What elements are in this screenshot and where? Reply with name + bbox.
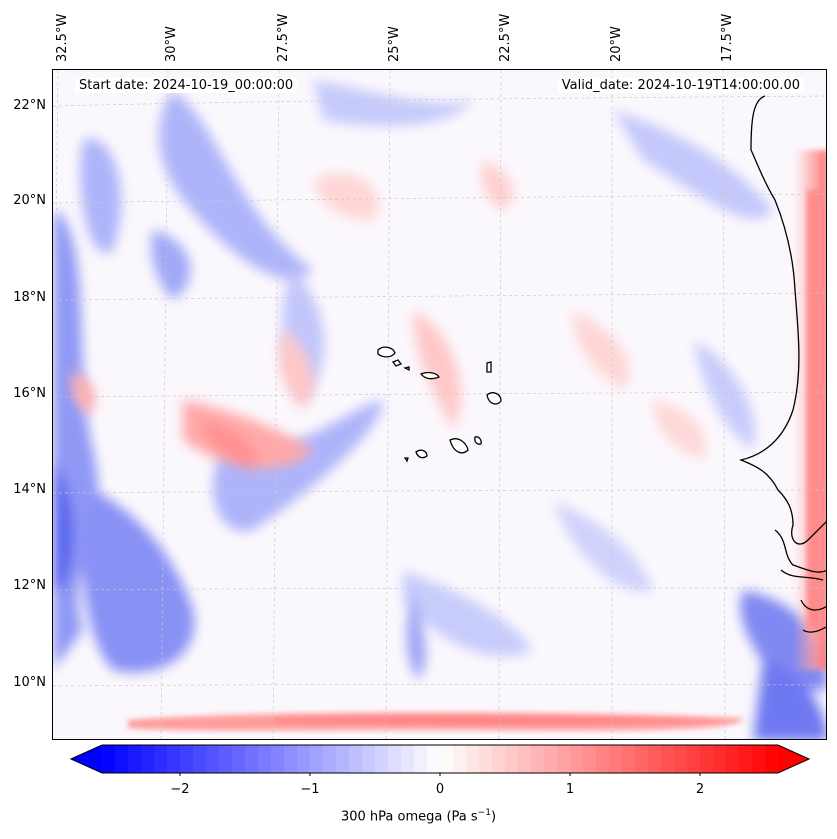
colorbar-label: 300 hPa omega (Pa s−1) (340, 808, 497, 825)
lat-label-20n: 20°N (13, 193, 46, 208)
lon-label-17-5w: 17.5°W (720, 13, 735, 62)
lat-label-18n: 18°N (13, 290, 46, 305)
colorbar-cell (219, 745, 233, 773)
colorbar-cell (648, 745, 662, 773)
lon-label-22-5w: 22.5°W (498, 13, 513, 62)
colorbar-cells (70, 744, 810, 774)
colorbar-cell (193, 745, 207, 773)
lat-label-10n: 10°N (13, 675, 46, 690)
colorbar (70, 744, 810, 776)
positive-omega-field (71, 160, 706, 470)
colorbar-cell (531, 745, 545, 773)
colorbar-cell (674, 745, 688, 773)
colorbar-cell (505, 745, 519, 773)
colorbar-cell (414, 745, 428, 773)
colorbar-cell (310, 745, 324, 773)
colorbar-cell (167, 745, 181, 773)
lat-label-14n: 14°N (13, 482, 46, 497)
colorbar-tick-label: 0 (435, 782, 445, 797)
colorbar-tick-label: −2 (170, 782, 190, 797)
colorbar-cell (401, 745, 415, 773)
lat-label-12n: 12°N (13, 578, 46, 593)
colorbar-outline (70, 744, 810, 774)
colorbar-tick-label: 1 (565, 782, 575, 797)
colorbar-cell (375, 745, 389, 773)
bottom-boundary-band (128, 712, 743, 731)
negative-omega-field (53, 80, 826, 739)
colorbar-cell (570, 745, 584, 773)
start-date-label: Start date: 2024-10-19_00:00:00 (75, 78, 298, 93)
colorbar-cell (583, 745, 597, 773)
colorbar-cell (739, 745, 753, 773)
colorbar-ticks (179, 773, 701, 776)
colorbar-cell (336, 745, 350, 773)
colorbar-extend-max (778, 745, 809, 773)
gridlines (53, 70, 826, 739)
colorbar-cell (284, 745, 298, 773)
colorbar-cell (765, 745, 779, 773)
colorbar-cell (544, 745, 558, 773)
colorbar-cell (700, 745, 714, 773)
lon-label-32-5w: 32.5°W (55, 13, 70, 62)
coastline (738, 95, 826, 633)
colorbar-cell (661, 745, 675, 773)
colorbar-cell (206, 745, 220, 773)
colorbar-cell (258, 745, 272, 773)
lon-label-27-5w: 27.5°W (276, 13, 291, 62)
colorbar-extend-min (71, 745, 102, 773)
colorbar-cell (180, 745, 194, 773)
colorbar-cell (453, 745, 467, 773)
colorbar-cell (609, 745, 623, 773)
colorbar-cell (622, 745, 636, 773)
colorbar-cell (596, 745, 610, 773)
colorbar-cell (557, 745, 571, 773)
colorbar-cell (128, 745, 142, 773)
colorbar-cell (492, 745, 506, 773)
colorbar-cell (479, 745, 493, 773)
colorbar-cell (388, 745, 402, 773)
colorbar-cell (349, 745, 363, 773)
lat-label-22n: 22°N (13, 98, 46, 113)
colorbar-cell (466, 745, 480, 773)
colorbar-cell (245, 745, 259, 773)
valid-date-label: Valid_date: 2024-10-19T14:00:00.00 (557, 78, 804, 93)
colorbar-cell (427, 745, 441, 773)
colorbar-cell (440, 745, 454, 773)
colorbar-cell (271, 745, 285, 773)
islands (377, 346, 502, 463)
colorbar-cell (232, 745, 246, 773)
lon-label-20w: 20°W (609, 26, 624, 62)
colorbar-cell (726, 745, 740, 773)
colorbar-cell (518, 745, 532, 773)
colorbar-tick-label: 2 (695, 782, 705, 797)
colorbar-cell (752, 745, 766, 773)
colorbar-tick-label: −1 (300, 782, 320, 797)
colorbar-cell (687, 745, 701, 773)
map-panel[interactable]: Start date: 2024-10-19_00:00:00 Valid_da… (52, 69, 827, 740)
colorbar-cell (154, 745, 168, 773)
lon-label-25w: 25°W (387, 26, 402, 62)
colorbar-cell (141, 745, 155, 773)
lat-label-16n: 16°N (13, 386, 46, 401)
colorbar-cell (362, 745, 376, 773)
colorbar-cell (635, 745, 649, 773)
colorbar-cell (297, 745, 311, 773)
colorbar-cell (115, 745, 129, 773)
colorbar-cell (102, 745, 116, 773)
colorbar-cell (713, 745, 727, 773)
colorbar-cell (323, 745, 337, 773)
lon-label-30w: 30°W (164, 26, 179, 62)
omega-field-map (53, 70, 826, 739)
